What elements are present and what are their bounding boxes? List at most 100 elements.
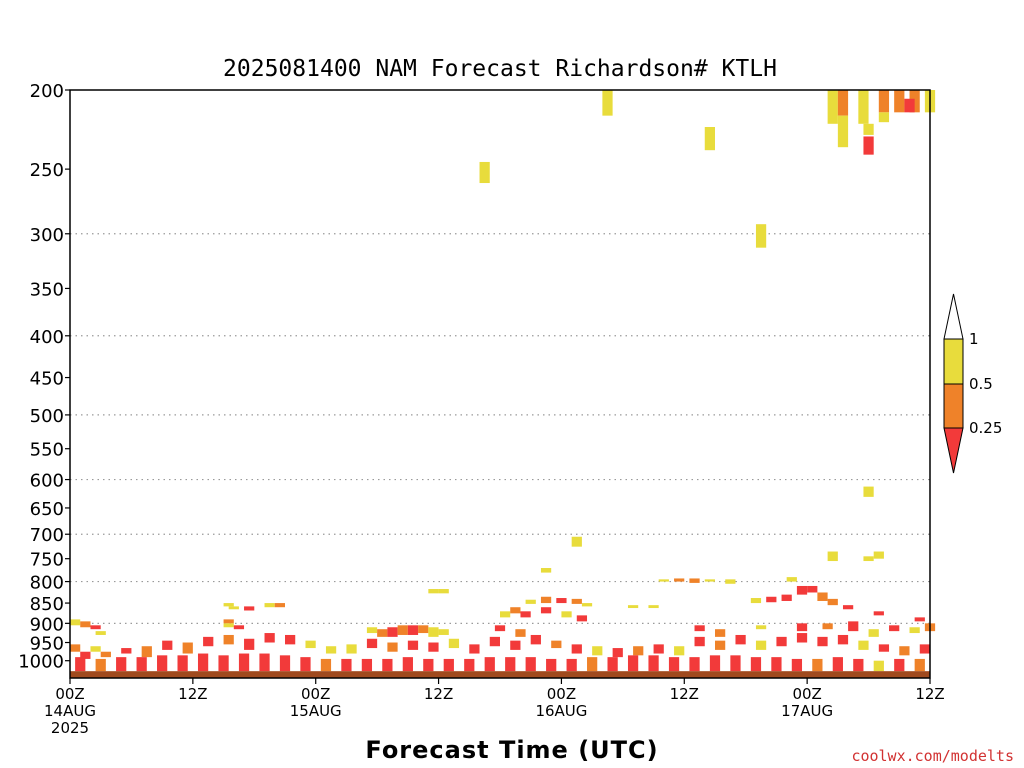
ri-cell-144	[382, 658, 393, 672]
grid-lines	[70, 233, 930, 624]
ri-cell-63	[407, 625, 419, 635]
y-tick-label-700: 700	[30, 525, 64, 546]
ri-cell-50	[873, 611, 884, 616]
ri-cell-88	[100, 651, 111, 658]
ri-cell-51	[914, 617, 925, 622]
ri-cell-131	[116, 657, 127, 672]
x-tick-label-5-1: 12Z	[670, 685, 699, 703]
legend-top-triangle	[943, 293, 964, 340]
ri-cell-79	[822, 623, 833, 630]
ri-cell-95	[244, 638, 255, 650]
ri-cell-96	[264, 633, 275, 643]
ri-cell-52	[70, 619, 81, 626]
ri-cell-69	[520, 611, 531, 618]
ri-cell-2	[755, 224, 767, 248]
ri-cell-119	[735, 634, 746, 645]
ri-cell-64	[418, 625, 429, 634]
y-tick-label-1000: 1000	[18, 652, 64, 673]
ri-cell-125	[858, 640, 869, 650]
ri-cell-148	[464, 658, 475, 672]
ri-cell-151	[525, 657, 536, 672]
ri-cell-21	[873, 551, 884, 559]
ri-cell-115	[653, 644, 664, 654]
ri-cell-136	[218, 655, 229, 672]
ri-cell-110	[551, 640, 562, 649]
y-tick-label-950: 950	[30, 634, 64, 655]
x-tick-label-6-1: 00Z	[792, 685, 821, 703]
ri-cell-135	[197, 653, 209, 672]
ri-cell-24	[658, 579, 669, 582]
x-axis-label: Forecast Time (UTC)	[365, 736, 658, 764]
ri-cell-30	[796, 585, 808, 595]
ri-cell-129	[75, 657, 86, 672]
ri-cell-40	[264, 603, 275, 608]
ri-cell-102	[387, 642, 398, 652]
ri-cell-153	[566, 658, 577, 672]
y-tick-label-350: 350	[30, 279, 64, 300]
ri-cell-17	[571, 536, 582, 547]
ground-layer	[70, 671, 930, 678]
ri-cell-169	[894, 658, 905, 672]
ground-strip	[70, 671, 930, 678]
y-tick-label-450: 450	[30, 369, 64, 390]
ri-cell-7	[858, 90, 869, 124]
ri-cell-116	[674, 646, 685, 656]
ri-cell-155	[607, 657, 618, 672]
chart-title: 2025081400 NAM Forecast Richardson# KTLH	[223, 56, 777, 82]
ri-cell-76	[715, 629, 726, 637]
ri-cell-38	[228, 606, 239, 610]
ri-cell-42	[525, 599, 536, 604]
ri-cell-170	[914, 658, 925, 672]
y-tick-label-250: 250	[30, 160, 64, 181]
ri-cell-36	[750, 598, 762, 604]
y-tick-label-500: 500	[30, 406, 64, 427]
x-tick-label-0-3: 2025	[51, 719, 89, 737]
ri-cell-8	[863, 123, 874, 135]
ri-cell-55	[95, 631, 106, 635]
ri-cell-85	[70, 644, 81, 652]
ri-cell-45	[571, 598, 582, 604]
ri-cell-20	[863, 556, 874, 562]
ri-cell-140	[300, 657, 311, 672]
ri-cell-128	[919, 644, 930, 654]
ri-cell-123	[817, 636, 828, 647]
y-tick-label-850: 850	[30, 594, 64, 615]
ri-cell-99	[325, 646, 337, 654]
ri-cell-3	[479, 161, 490, 184]
plot-frame	[69, 89, 931, 679]
ri-cell-54	[90, 625, 101, 630]
ri-cell-11	[894, 90, 905, 113]
ri-cell-114	[633, 646, 644, 656]
legend: 1 0.5 0.25	[943, 293, 1002, 474]
ri-cell-132	[136, 657, 147, 672]
ri-cell-100	[346, 644, 357, 654]
x-tick-label-7-1: 12Z	[915, 685, 944, 703]
ri-cell-71	[561, 611, 572, 618]
ri-cell-167	[853, 658, 864, 672]
ri-cell-62	[397, 625, 408, 635]
ri-cell-4	[827, 90, 838, 124]
ri-cell-49	[842, 605, 854, 610]
ri-cell-104	[428, 642, 439, 652]
ri-cell-46	[581, 603, 593, 607]
ri-cell-124	[837, 634, 849, 645]
ri-cell-111	[571, 644, 582, 654]
y-tick-label-750: 750	[30, 550, 64, 571]
ri-cell-159	[689, 657, 700, 672]
ri-cell-26	[689, 578, 700, 583]
ri-cell-101	[366, 638, 378, 649]
ri-cell-65	[428, 627, 439, 637]
ri-cell-142	[341, 658, 352, 672]
ri-cell-10	[878, 90, 890, 113]
ri-cell-113	[612, 648, 623, 658]
ri-cell-133	[157, 655, 168, 672]
ri-cell-134	[177, 655, 188, 672]
ri-cell-28	[725, 579, 736, 584]
ri-cell-61	[387, 627, 398, 637]
x-tick-label-0-2: 14AUG	[44, 702, 96, 720]
ri-cell-98	[305, 640, 316, 649]
ri-cell-94	[223, 634, 234, 645]
legend-label-2: 0.5	[969, 375, 993, 393]
ri-cell-109	[530, 634, 541, 645]
